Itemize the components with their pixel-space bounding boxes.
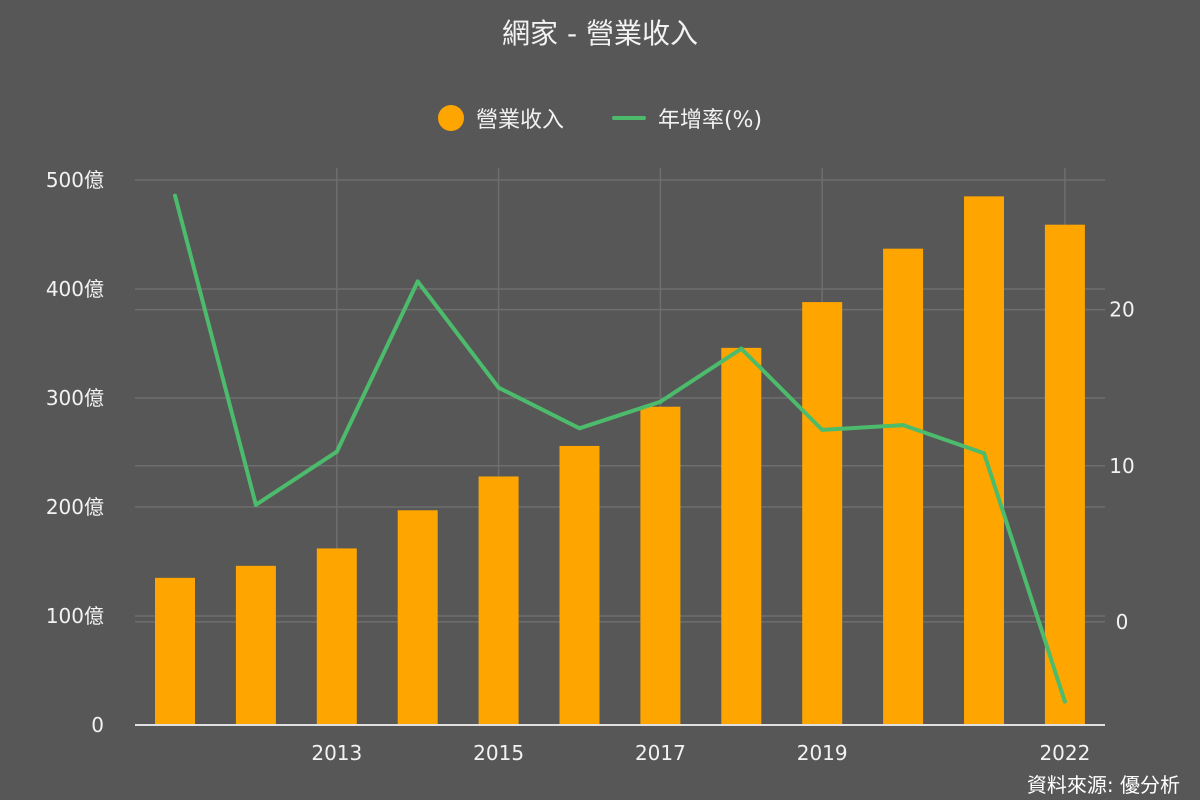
bar-2011 — [155, 577, 195, 725]
x-tick-label: 2017 — [635, 741, 686, 765]
chart-title: 網家 - 營業收入 — [502, 17, 698, 50]
bar-2013 — [316, 548, 357, 725]
line-layer — [173, 193, 1067, 704]
growth-point-2021 — [982, 451, 986, 456]
bar-2015 — [478, 476, 519, 725]
legend-swatch-growth — [611, 116, 646, 120]
growth-point-2022 — [1062, 699, 1067, 704]
growth-point-2016 — [577, 426, 582, 431]
bar-2018 — [721, 347, 762, 725]
x-tick-label: 2022 — [1039, 741, 1090, 765]
legend-item-growth[interactable]: 年增率(%) — [611, 102, 763, 134]
source-note: 資料來源: 優分析 — [1026, 773, 1180, 797]
bar-2020 — [883, 248, 924, 726]
bar-2019 — [802, 302, 843, 725]
growth-point-2015 — [496, 385, 501, 390]
y-left-tick-label: 200億 — [46, 495, 104, 519]
growth-point-2017 — [658, 399, 663, 404]
growth-point-2018 — [739, 346, 744, 351]
y-left-tick-label: 300億 — [46, 386, 104, 410]
bar-2016 — [559, 445, 600, 725]
x-tick-label: 2015 — [473, 741, 524, 765]
y-right-tick-label: 0 — [1116, 610, 1129, 634]
bar-2021 — [964, 196, 1004, 726]
x-tick-label: 2019 — [797, 741, 848, 765]
growth-point-2019 — [820, 427, 825, 432]
growth-point-2014 — [415, 279, 420, 284]
growth-point-2012 — [253, 502, 258, 507]
x-tick-label: 2013 — [311, 741, 362, 765]
legend-item-revenue[interactable]: 營業收入 — [437, 102, 564, 134]
axis-layer: 0 100億 200億 300億 400億 500億 0 10 20 2013 2015 2017 20… — [46, 168, 1135, 765]
bar-2017 — [640, 406, 681, 725]
y-right-tick-label: 10 — [1109, 454, 1134, 478]
bar-2022 — [1044, 224, 1085, 725]
growth-point-2011 — [173, 193, 177, 198]
growth-point-2013 — [334, 449, 339, 454]
growth-line — [173, 195, 1067, 703]
y-left-tick-label: 500億 — [46, 168, 104, 192]
y-left-tick-label: 100億 — [46, 604, 104, 628]
y-left-tick-label: 0 — [91, 713, 104, 737]
bar-layer — [155, 196, 1085, 726]
legend-label-growth: 年增率(%) — [657, 108, 763, 133]
y-left-tick-label: 400億 — [46, 277, 104, 301]
bar-2014 — [397, 510, 438, 725]
legend-label-revenue: 營業收入 — [475, 108, 564, 133]
bar-2012 — [235, 565, 276, 725]
legend-swatch-revenue — [437, 105, 464, 131]
growth-point-2020 — [901, 423, 906, 428]
y-right-tick-label: 20 — [1109, 298, 1134, 322]
legend: 營業收入 年增率(%) — [0, 102, 1200, 134]
